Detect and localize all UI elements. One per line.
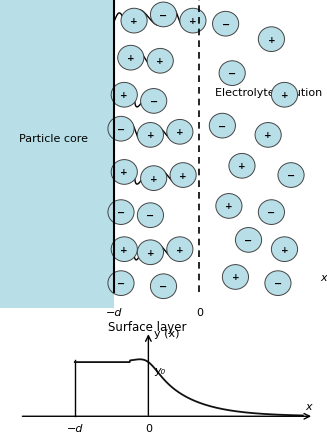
Text: +: +: [156, 57, 164, 66]
Text: +: +: [176, 245, 184, 254]
Text: −d: −d: [67, 423, 83, 433]
Circle shape: [141, 166, 167, 191]
Text: y (x): y (x): [154, 329, 180, 339]
Text: −: −: [245, 235, 252, 245]
Text: x: x: [320, 272, 327, 282]
Text: −: −: [146, 211, 154, 220]
Circle shape: [137, 123, 164, 148]
Circle shape: [137, 240, 164, 265]
Text: y₀: y₀: [154, 365, 165, 375]
Text: +: +: [225, 202, 233, 211]
Text: −: −: [274, 279, 282, 289]
Bar: [114, 0, 327, 308]
Text: Particle core: Particle core: [19, 134, 89, 144]
Text: +: +: [120, 245, 128, 254]
Text: +: +: [150, 174, 158, 183]
Text: +: +: [232, 273, 239, 282]
Circle shape: [258, 28, 284, 53]
Text: −: −: [117, 125, 125, 135]
Text: +: +: [238, 162, 246, 171]
Circle shape: [235, 228, 262, 253]
Text: +: +: [130, 17, 138, 26]
Text: +: +: [281, 91, 288, 100]
Circle shape: [255, 123, 281, 148]
Text: +: +: [120, 168, 128, 177]
Text: +: +: [189, 17, 197, 26]
Circle shape: [167, 237, 193, 262]
Text: 0: 0: [196, 308, 203, 317]
Circle shape: [265, 271, 291, 296]
Circle shape: [121, 9, 147, 34]
Circle shape: [118, 46, 144, 71]
Text: +: +: [146, 248, 154, 257]
Text: +: +: [146, 131, 154, 140]
Circle shape: [180, 9, 206, 34]
Text: −: −: [117, 207, 125, 217]
Circle shape: [147, 49, 173, 74]
Bar: [0, 0, 114, 308]
Circle shape: [167, 120, 193, 145]
Text: −: −: [267, 207, 275, 217]
Circle shape: [137, 204, 164, 228]
Text: −: −: [222, 20, 230, 30]
Text: −: −: [160, 10, 167, 20]
Circle shape: [219, 62, 245, 86]
Text: −: −: [228, 69, 236, 79]
Circle shape: [111, 160, 137, 185]
Text: Electrolyte solution: Electrolyte solution: [215, 88, 322, 97]
Circle shape: [170, 163, 196, 188]
Text: x: x: [305, 401, 312, 411]
Circle shape: [209, 114, 235, 138]
Circle shape: [111, 237, 137, 262]
Circle shape: [108, 271, 134, 296]
Text: Surface layer: Surface layer: [108, 320, 186, 333]
Circle shape: [108, 201, 134, 225]
Circle shape: [213, 12, 239, 37]
Text: +: +: [267, 36, 275, 45]
Text: −: −: [117, 279, 125, 289]
Circle shape: [271, 83, 298, 108]
Circle shape: [271, 237, 298, 262]
Circle shape: [111, 83, 137, 108]
Text: −: −: [160, 282, 167, 292]
Text: +: +: [127, 54, 135, 63]
Circle shape: [216, 194, 242, 219]
Text: −d: −d: [106, 308, 123, 317]
Text: +: +: [179, 171, 187, 180]
Circle shape: [150, 274, 177, 299]
Circle shape: [222, 265, 249, 289]
Text: +: +: [120, 91, 128, 100]
Text: 0: 0: [145, 423, 152, 433]
Circle shape: [108, 117, 134, 142]
Text: +: +: [281, 245, 288, 254]
Circle shape: [150, 3, 177, 28]
Circle shape: [258, 201, 284, 225]
Circle shape: [229, 154, 255, 179]
Text: −: −: [218, 122, 226, 132]
Circle shape: [141, 89, 167, 114]
Text: +: +: [264, 131, 272, 140]
Text: −: −: [150, 97, 158, 107]
Circle shape: [278, 163, 304, 188]
Text: −: −: [287, 171, 295, 181]
Text: +: +: [176, 128, 184, 137]
